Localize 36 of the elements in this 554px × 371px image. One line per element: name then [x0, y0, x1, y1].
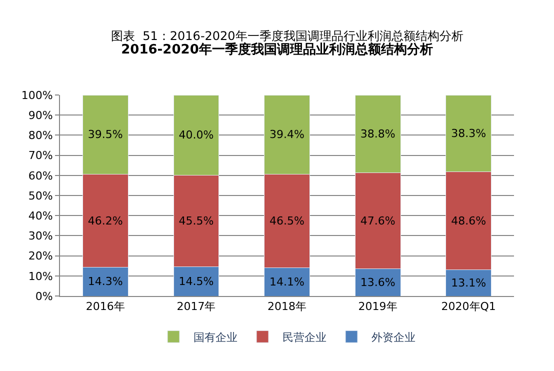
data-label: 46.5%	[270, 214, 304, 228]
y-tick-label: 0%	[35, 290, 53, 303]
x-tick-label: 2016年	[86, 300, 125, 314]
data-label: 13.6%	[360, 276, 396, 289]
data-label: 47.6%	[360, 214, 396, 228]
chart-title: 2016-2020年一季度我国调理品业利润总额结构分析	[121, 42, 433, 58]
y-tick-label: 60%	[28, 169, 53, 182]
y-tick-label: 20%	[28, 250, 53, 263]
x-tick-label: 2018年	[268, 300, 306, 314]
data-label: 40.0%	[178, 128, 214, 142]
y-tick-label: 80%	[28, 129, 53, 142]
legend-label: 国有企业	[194, 330, 238, 344]
data-label: 14.3%	[88, 275, 123, 288]
x-tick-label: 2020年Q1	[441, 300, 496, 314]
y-tick-label: 90%	[28, 108, 53, 122]
legend-label: 民营企业	[282, 330, 326, 344]
data-label: 45.5%	[178, 214, 214, 228]
data-label: 14.1%	[270, 275, 304, 288]
data-label: 46.2%	[88, 214, 123, 228]
y-tick-label: 50%	[28, 189, 53, 202]
data-label: 48.6%	[451, 214, 486, 228]
data-label: 39.4%	[270, 128, 304, 142]
y-tick-label: 10%	[28, 270, 53, 283]
data-label: 38.3%	[451, 126, 486, 140]
data-label: 14.5%	[178, 274, 214, 288]
y-tick-label: 70%	[28, 149, 53, 162]
x-tick-label: 2017年	[176, 300, 216, 314]
data-label: 38.8%	[360, 127, 396, 140]
legend-label: 外资企业	[372, 330, 416, 344]
text: 图表 51：2016-2020年一季度我国调理品行业利润总额结构分析	[111, 29, 464, 43]
y-tick-label: 40%	[28, 209, 53, 222]
data-label: 39.5%	[88, 128, 123, 142]
x-tick-label: 2019年	[358, 300, 398, 314]
y-tick-label: 30%	[28, 230, 53, 243]
y-tick-label: 100%	[21, 88, 53, 102]
data-label: 13.1%	[451, 276, 486, 290]
